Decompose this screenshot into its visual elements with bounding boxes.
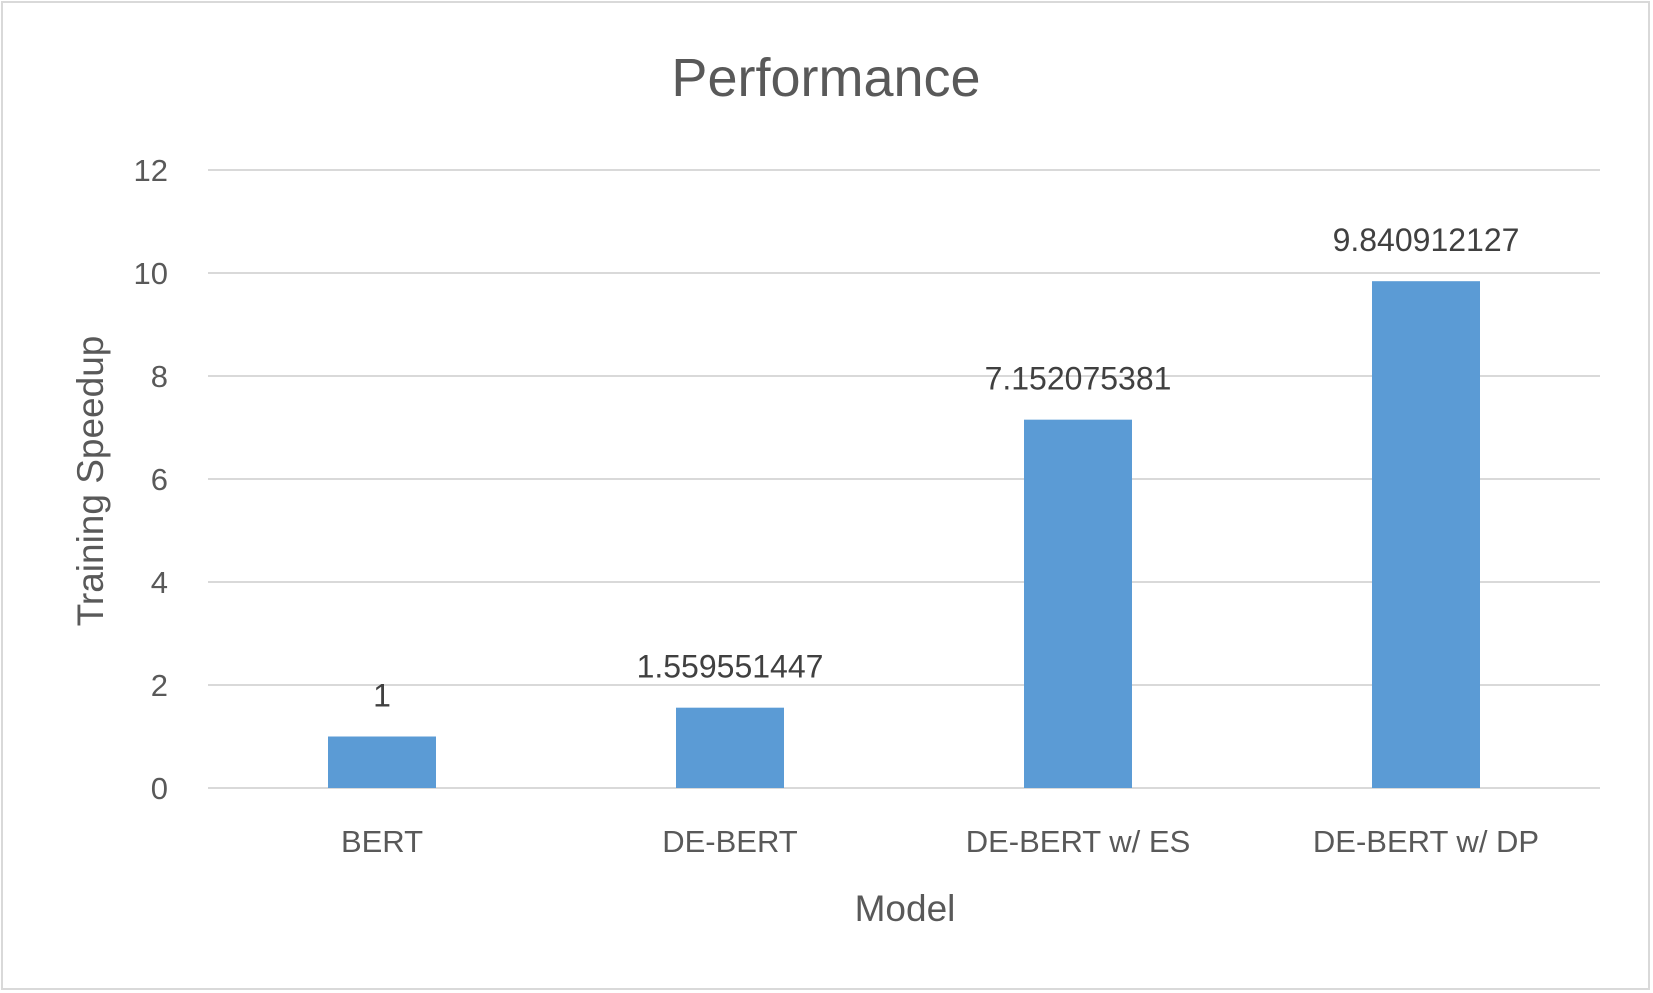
y-tick-label: 2 bbox=[151, 668, 168, 703]
x-axis-categories: BERT DE-BERT DE-BERT w/ ES DE-BERT w/ DP bbox=[341, 824, 1539, 859]
bar-1 bbox=[676, 707, 784, 788]
y-tick-label: 0 bbox=[151, 771, 168, 806]
category-label-0: BERT bbox=[341, 824, 423, 859]
category-label-1: DE-BERT bbox=[662, 824, 798, 859]
bar-3 bbox=[1372, 281, 1480, 788]
chart-title: Performance bbox=[671, 48, 980, 108]
y-tick-label: 12 bbox=[134, 153, 168, 188]
y-axis-title: Training Speedup bbox=[70, 336, 111, 627]
category-label-3: DE-BERT w/ DP bbox=[1313, 824, 1539, 859]
data-label-3: 9.840912127 bbox=[1333, 222, 1520, 258]
gridlines bbox=[208, 169, 1600, 789]
data-label-1: 1.559551447 bbox=[637, 649, 824, 685]
y-tick-label: 8 bbox=[151, 359, 168, 394]
y-axis-ticks: 0 2 4 6 8 10 12 bbox=[134, 153, 168, 806]
x-axis-title: Model bbox=[855, 888, 956, 929]
bar-2 bbox=[1024, 419, 1132, 788]
bar-0 bbox=[328, 736, 436, 788]
bars bbox=[328, 281, 1480, 788]
data-labels: 1 1.559551447 7.152075381 9.840912127 bbox=[373, 222, 1519, 713]
y-tick-label: 4 bbox=[151, 565, 168, 600]
y-tick-label: 10 bbox=[134, 256, 168, 291]
data-label-0: 1 bbox=[373, 678, 391, 714]
y-tick-label: 6 bbox=[151, 462, 168, 497]
category-label-2: DE-BERT w/ ES bbox=[966, 824, 1191, 859]
data-label-2: 7.152075381 bbox=[985, 361, 1172, 397]
